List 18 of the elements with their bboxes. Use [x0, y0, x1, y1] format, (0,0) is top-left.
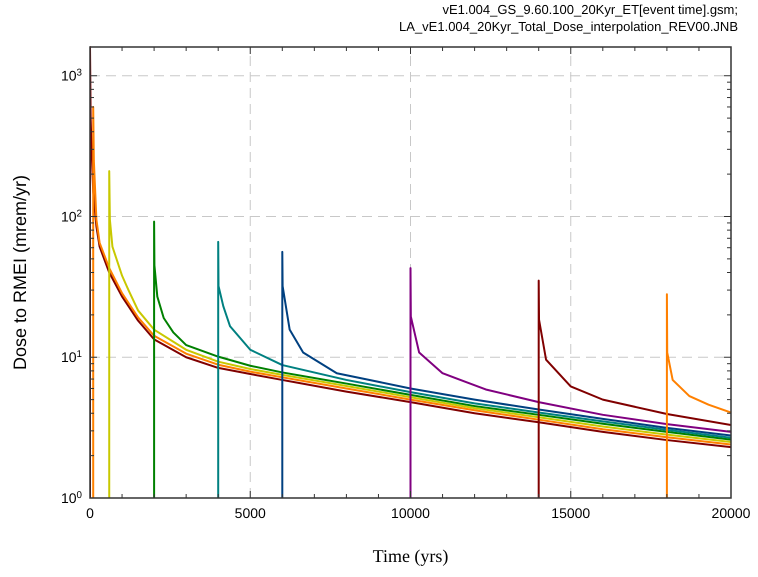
line-series — [153, 220, 731, 498]
chart-subtitle: LA_vE1.004_20Kyr_Total_Dose_interpolation_REV00.JNB — [399, 19, 738, 34]
x-axis-title: Time (yrs) — [372, 546, 448, 566]
y-tick-label: 10$^{3}$ — [60, 67, 83, 84]
line-series — [217, 240, 731, 498]
line-series — [410, 267, 731, 498]
line-series — [108, 170, 731, 498]
y-tick-label: 10$^{2}$ — [60, 208, 82, 224]
x-tick-label: 15000 — [551, 505, 590, 521]
y-tick-label: 10$^{1}$ — [60, 348, 82, 366]
y-tick-label: 10$^{0}$ — [60, 490, 83, 506]
line-series — [281, 250, 731, 498]
x-tick-label: 10000 — [391, 505, 430, 521]
y-axis-title: Dose to RMEI (mrem/yr) — [10, 174, 30, 370]
x-tick-label: 5000 — [234, 505, 266, 521]
x-tick-label: 0 — [86, 505, 94, 521]
x-tick-label: 20000 — [712, 505, 751, 521]
chart-title: vE1.004_GS_9.60.100_20Kyr_ET[event time].gsm; — [442, 2, 738, 17]
